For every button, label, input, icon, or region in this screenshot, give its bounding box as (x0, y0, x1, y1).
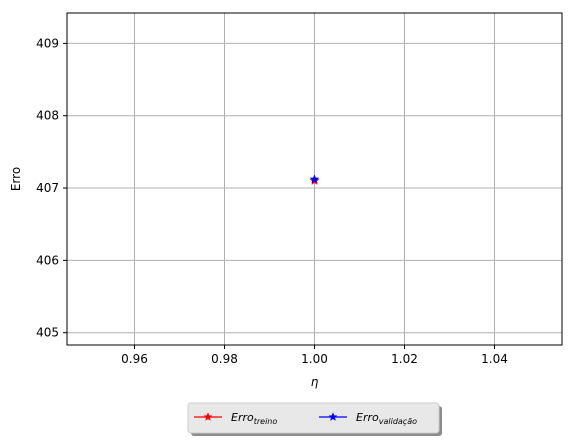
x-axis-label: η (311, 375, 319, 389)
y-tick-label: 407 (36, 181, 59, 195)
grid-lines (67, 13, 562, 345)
legend-label-validacao-main: Erro (356, 411, 379, 424)
x-tick-label: 1.00 (301, 352, 328, 366)
series-layer (309, 174, 320, 186)
legend-marker-treino (203, 412, 213, 421)
x-tick-label: 1.02 (391, 352, 418, 366)
legend-entry-treino: Errotreino (194, 411, 277, 426)
legend-box (187, 402, 440, 434)
y-axis: 405 406 407 408 409 (36, 36, 67, 340)
legend-entry-validacao: Errovalidação (319, 411, 417, 426)
legend-marker-validacao (328, 412, 338, 421)
svg-text:Errotreino: Errotreino (231, 411, 277, 426)
legend: Errotreino Errovalidação (187, 402, 442, 436)
y-tick-label: 409 (36, 36, 59, 50)
series-1-point (309, 174, 320, 184)
x-axis: 0.96 0.98 1.00 1.02 1.04 (121, 345, 508, 366)
y-tick-label: 406 (36, 253, 59, 267)
y-tick-label: 405 (36, 326, 59, 340)
svg-text:Errovalidação: Errovalidação (356, 411, 417, 426)
legend-label-validacao-sub: validação (379, 417, 417, 426)
legend-label-treino-sub: treino (254, 417, 278, 426)
y-axis-label: Erro (9, 167, 23, 191)
x-tick-label: 0.96 (121, 352, 148, 366)
x-tick-label: 0.98 (211, 352, 238, 366)
y-tick-label: 408 (36, 109, 59, 123)
legend-label-treino-main: Erro (231, 411, 254, 424)
x-tick-label: 1.04 (481, 352, 508, 366)
